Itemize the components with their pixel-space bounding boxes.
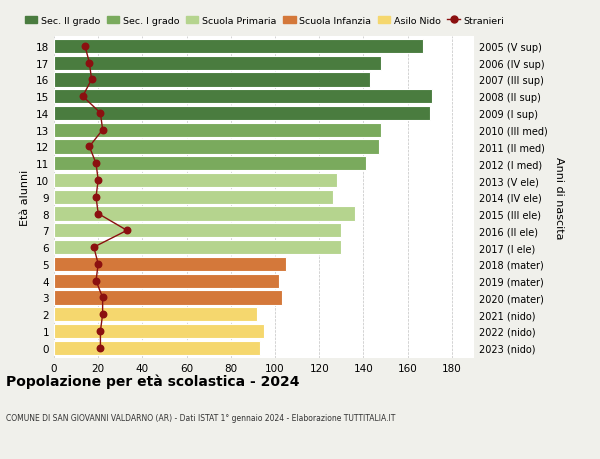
Point — [95, 344, 105, 352]
Bar — [54, 157, 365, 171]
Bar — [54, 39, 423, 54]
Point — [94, 261, 103, 268]
Bar — [54, 123, 381, 138]
Y-axis label: Anni di nascita: Anni di nascita — [554, 156, 564, 239]
Point — [122, 227, 132, 235]
Bar — [54, 291, 281, 305]
Point — [91, 160, 101, 168]
Bar — [54, 56, 381, 71]
Bar — [54, 224, 341, 238]
Point — [98, 294, 107, 302]
Legend: Sec. II grado, Sec. I grado, Scuola Primaria, Scuola Infanzia, Asilo Nido, Stran: Sec. II grado, Sec. I grado, Scuola Prim… — [25, 17, 504, 26]
Point — [91, 194, 101, 201]
Bar — [54, 174, 337, 188]
Bar — [54, 324, 264, 338]
Point — [80, 43, 90, 50]
Point — [95, 110, 105, 118]
Bar — [54, 274, 280, 288]
Point — [91, 277, 101, 285]
Bar — [54, 106, 430, 121]
Bar — [54, 308, 257, 322]
Bar — [54, 257, 286, 271]
Bar — [54, 190, 332, 204]
Point — [98, 311, 107, 318]
Point — [89, 244, 98, 251]
Text: Popolazione per età scolastica - 2024: Popolazione per età scolastica - 2024 — [6, 374, 299, 389]
Point — [98, 127, 107, 134]
Point — [78, 93, 88, 101]
Point — [85, 60, 94, 67]
Point — [87, 77, 97, 84]
Bar — [54, 207, 355, 221]
Bar — [54, 73, 370, 87]
Point — [94, 177, 103, 185]
Bar — [54, 90, 432, 104]
Bar — [54, 140, 379, 154]
Point — [95, 328, 105, 335]
Point — [94, 210, 103, 218]
Bar — [54, 241, 341, 255]
Text: COMUNE DI SAN GIOVANNI VALDARNO (AR) - Dati ISTAT 1° gennaio 2024 - Elaborazione: COMUNE DI SAN GIOVANNI VALDARNO (AR) - D… — [6, 413, 395, 422]
Bar — [54, 341, 260, 355]
Y-axis label: Età alunni: Età alunni — [20, 169, 31, 225]
Point — [85, 144, 94, 151]
